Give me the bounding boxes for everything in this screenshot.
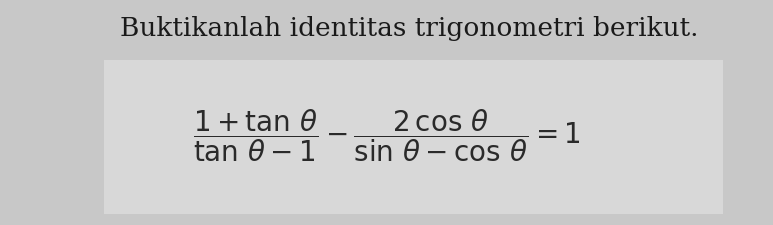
FancyBboxPatch shape bbox=[104, 61, 723, 214]
Text: $\dfrac{1 + \tan\,\theta}{\tan\,\theta - 1} - \dfrac{2\,\cos\,\theta}{\sin\,\the: $\dfrac{1 + \tan\,\theta}{\tan\,\theta -… bbox=[192, 107, 581, 163]
Text: Buktikanlah identitas trigonometri berikut.: Buktikanlah identitas trigonometri berik… bbox=[121, 16, 699, 41]
